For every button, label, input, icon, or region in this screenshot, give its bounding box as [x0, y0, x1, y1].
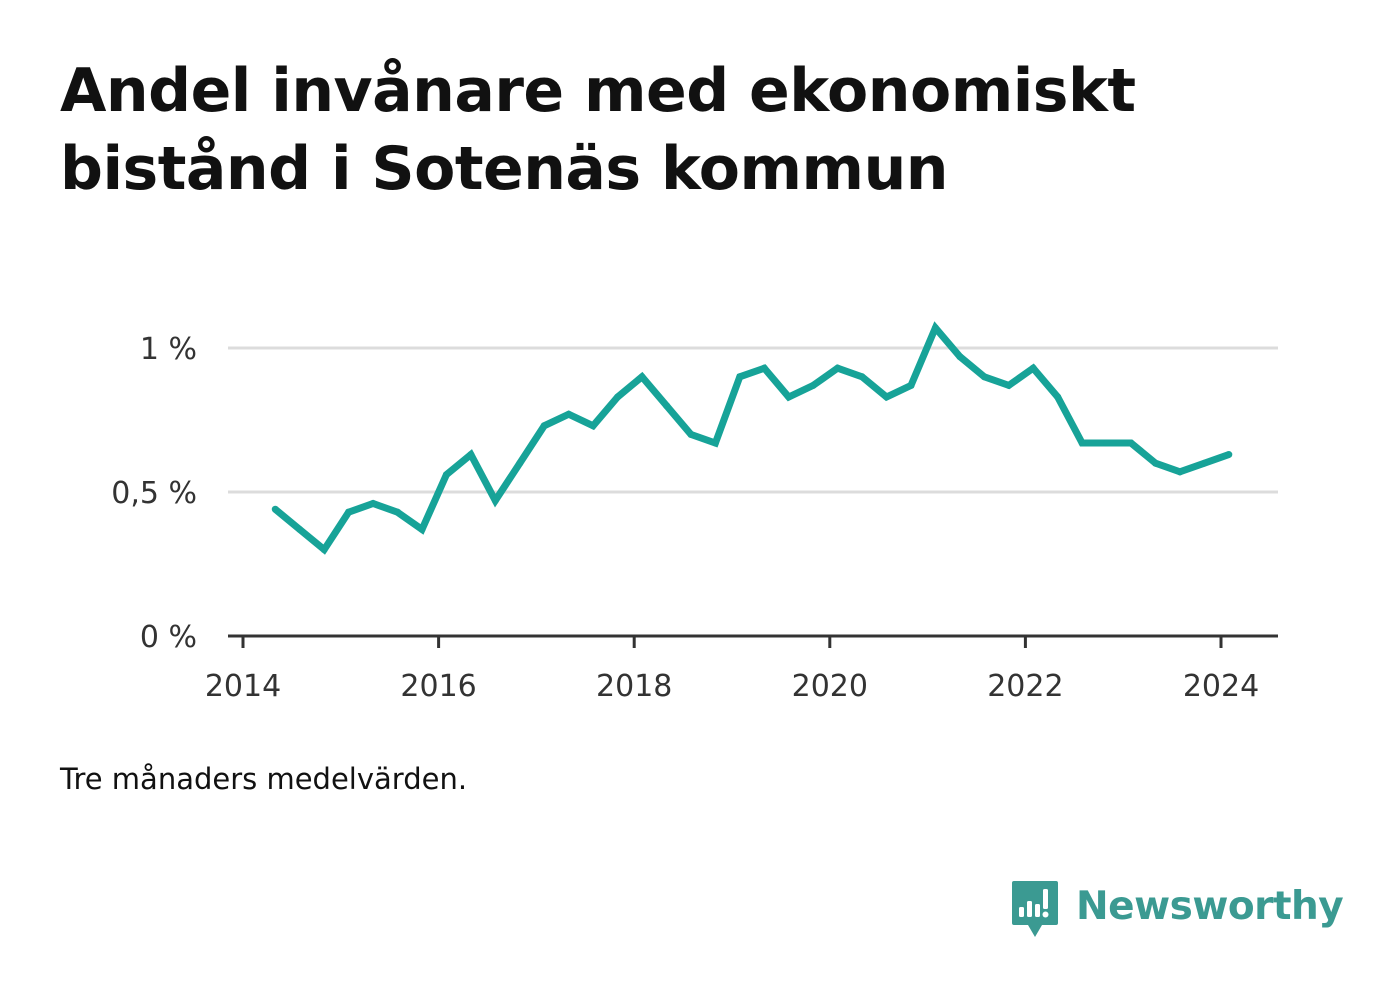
data-point	[271, 505, 279, 513]
series-line	[273, 321, 1230, 555]
data-point	[638, 373, 646, 381]
y-tick-label: 0,5 %	[111, 476, 197, 511]
chart-title: Andel invånare med ekonomiskt bistånd i …	[60, 56, 1136, 204]
brand-name: Newsworthy	[1076, 883, 1344, 929]
data-point	[931, 324, 939, 332]
data-point	[369, 500, 377, 508]
data-point	[614, 393, 622, 401]
data-point	[687, 430, 695, 438]
data-point	[516, 459, 524, 467]
data-point	[785, 393, 793, 401]
data-point	[491, 497, 499, 505]
data-point	[956, 353, 964, 361]
gridlines	[228, 346, 1278, 494]
data-point	[565, 410, 573, 418]
data-point	[907, 381, 915, 389]
data-point	[442, 471, 450, 479]
data-point	[711, 439, 719, 447]
data-point	[1225, 451, 1233, 459]
data-point	[1078, 439, 1086, 447]
data-point	[1151, 459, 1159, 467]
data-point	[1103, 439, 1111, 447]
data-point	[589, 422, 597, 430]
x-tick-label: 2014	[205, 669, 281, 704]
data-point	[467, 451, 475, 459]
data-point	[320, 546, 328, 554]
x-tick-label: 2018	[596, 669, 672, 704]
data-point	[834, 364, 842, 372]
data-point	[980, 373, 988, 381]
data-point	[296, 525, 304, 533]
data-point	[1127, 439, 1135, 447]
data-point	[1054, 393, 1062, 401]
data-point	[1200, 459, 1208, 467]
data-point	[809, 381, 817, 389]
data-point	[540, 422, 548, 430]
data-point	[394, 508, 402, 516]
x-axis	[228, 634, 1278, 648]
x-tick-label: 2024	[1183, 669, 1259, 704]
x-axis-tick-labels: 2014 2016 2018 2020 2022 2024	[205, 669, 1259, 704]
data-point	[760, 364, 768, 372]
series	[271, 321, 1233, 555]
data-point	[1005, 381, 1013, 389]
data-point	[418, 525, 426, 533]
data-point	[1029, 364, 1037, 372]
brand-logo: Newsworthy	[1010, 878, 1344, 940]
data-point	[345, 508, 353, 516]
data-point	[858, 373, 866, 381]
y-axis-tick-labels: 0 % 0,5 % 1 %	[111, 332, 197, 655]
y-tick-label: 1 %	[140, 332, 197, 367]
data-point	[1176, 468, 1184, 476]
chart-note: Tre månaders medelvärden.	[60, 762, 468, 796]
x-tick-label: 2020	[792, 669, 868, 704]
data-point	[662, 402, 670, 410]
x-tick-label: 2022	[987, 669, 1063, 704]
y-tick-label: 0 %	[140, 620, 197, 655]
data-point	[883, 393, 891, 401]
data-point	[736, 373, 744, 381]
newsworthy-bar-chart-speech-bubble-icon	[1012, 881, 1058, 937]
x-tick-label: 2016	[400, 669, 476, 704]
